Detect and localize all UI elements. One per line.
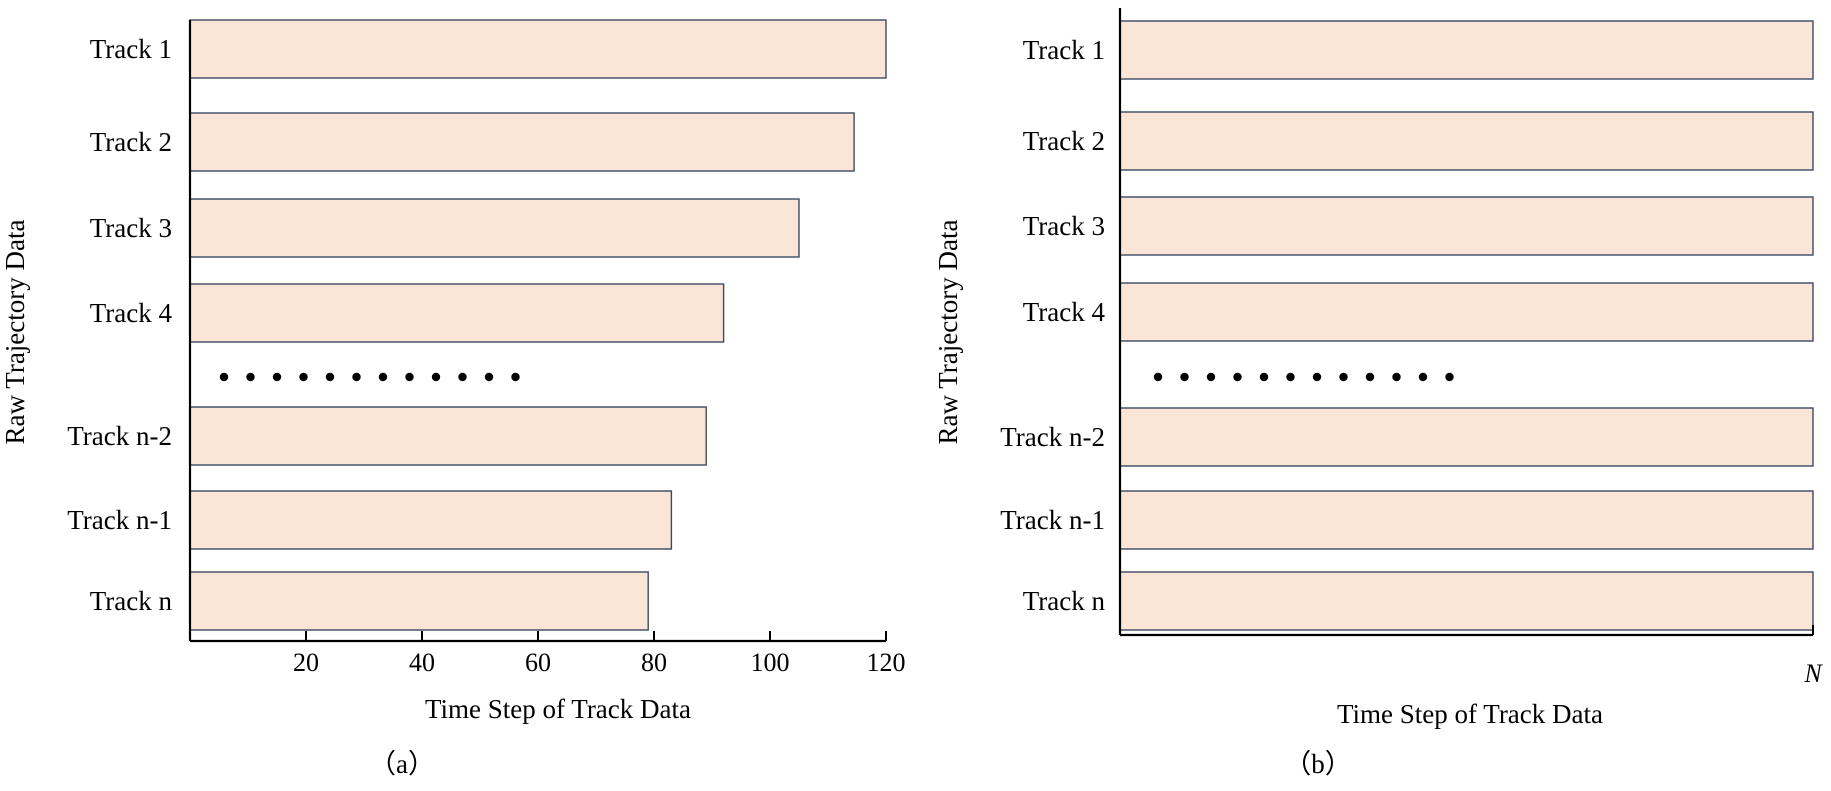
ellipsis-dot [1233, 372, 1242, 382]
x-tick-label: 40 [409, 648, 435, 677]
ellipsis-dot [1445, 372, 1454, 382]
bar [189, 283, 725, 343]
ellipsis-dot [1286, 372, 1295, 382]
bar [189, 571, 649, 631]
ellipsis-dot [246, 372, 255, 382]
x-tick-label: N [1803, 659, 1823, 688]
bar [1119, 407, 1814, 467]
panel-caption: （b） [1284, 749, 1352, 779]
bar [189, 112, 855, 172]
panel-a: Track 1 Track 2 Track 3 Track 4 Track n-2 Tra… [0, 19, 906, 779]
y-axis-title: Raw Trajectory Data [933, 220, 963, 445]
ellipsis-dot [1418, 372, 1428, 382]
track-label: Track 1 [90, 34, 172, 64]
bar [1119, 571, 1814, 631]
x-axis-title: Time Step of Track Data [425, 694, 691, 724]
panel-b: Track 1 Track 2 Track 3 Track 4 Track n-2 Tra… [933, 8, 1823, 779]
bar [189, 406, 707, 466]
ellipsis-dot [405, 372, 414, 382]
track-label: Track n-2 [1000, 422, 1105, 452]
x-tick-label: 120 [867, 648, 906, 677]
bar [1119, 282, 1814, 342]
bar [189, 19, 887, 79]
ellipsis-dot [458, 372, 467, 382]
ellipsis-dot [299, 372, 308, 382]
ellipsis-dot [1392, 372, 1401, 382]
ellipsis-dot [352, 372, 361, 382]
track-label: Track 3 [90, 213, 172, 243]
x-tick-label: 80 [641, 648, 667, 677]
x-tick-label: 100 [751, 648, 790, 677]
panel-caption: （a） [369, 749, 435, 779]
bar [1119, 111, 1814, 171]
track-label: Track 1 [1023, 35, 1105, 65]
ellipsis-dot [511, 372, 520, 382]
track-label: Track n-2 [67, 421, 172, 451]
ellipsis-dot [1312, 372, 1322, 382]
ellipsis-dot [1259, 372, 1269, 382]
bar [1119, 196, 1814, 256]
ellipsis-dot [325, 372, 335, 382]
bar [189, 490, 673, 550]
bar [1119, 490, 1814, 550]
x-axis-title: Time Step of Track Data [1337, 699, 1603, 729]
track-label: Track n [1023, 586, 1106, 616]
track-label: Track 4 [90, 298, 173, 328]
ellipsis-dot [484, 372, 494, 382]
x-tick-label: 20 [293, 648, 319, 677]
ellipsis-dot [378, 372, 388, 382]
track-label: Track 4 [1023, 297, 1106, 327]
ellipsis-dot [1206, 372, 1216, 382]
ellipsis-dot [431, 372, 441, 382]
track-label: Track n-1 [67, 505, 172, 535]
track-label: Track 2 [90, 127, 172, 157]
ellipsis-dot [1180, 372, 1189, 382]
ellipsis-dot [219, 372, 229, 382]
track-label: Track n-1 [1000, 505, 1105, 535]
track-label: Track 2 [1023, 126, 1105, 156]
x-tick-label: 60 [525, 648, 551, 677]
ellipsis-dot [1365, 372, 1375, 382]
ellipsis-dot [1339, 372, 1348, 382]
y-axis-title: Raw Trajectory Data [0, 220, 30, 445]
ellipsis-dot [1153, 372, 1163, 382]
track-label: Track 3 [1023, 211, 1105, 241]
bar [1119, 20, 1814, 80]
bar [189, 198, 800, 258]
ellipsis-dot [272, 372, 282, 382]
track-label: Track n [90, 586, 173, 616]
